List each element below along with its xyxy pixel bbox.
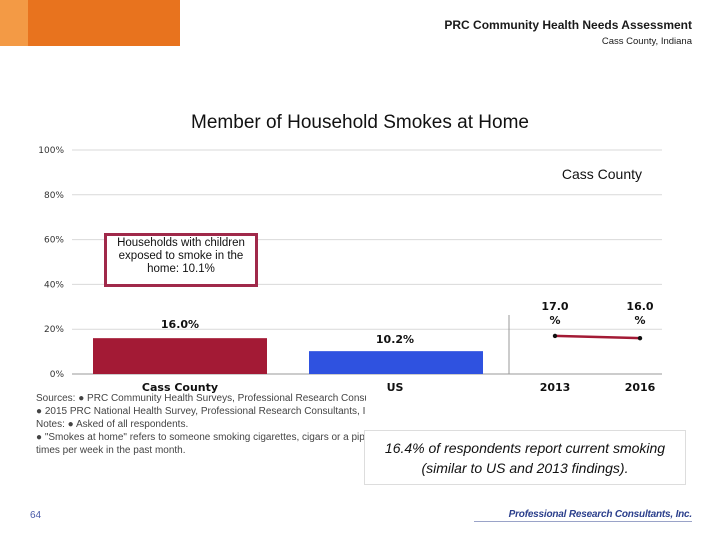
trend-point (552, 333, 558, 339)
y-tick-label: 80% (44, 191, 64, 201)
bar-us (309, 351, 483, 374)
x-category-label: US (387, 381, 404, 394)
brand-logo-accent (0, 0, 28, 46)
y-tick-label: 0% (50, 370, 65, 380)
trend-line (554, 334, 641, 340)
note-line: Notes: ● Asked of all respondents. (36, 419, 189, 430)
children-exposure-callout: Households with children exposed to smok… (104, 233, 258, 287)
trend-point (637, 335, 643, 341)
trend-data-label: 16.0 (626, 300, 653, 313)
trend-data-label: 17.0 (541, 300, 568, 313)
trend-data-label-unit: % (634, 314, 645, 327)
y-tick-label: 60% (44, 236, 64, 246)
chart-area: 100% 80% 60% 40% 20% 0% 16.0% 10.2% Cass County U… (38, 146, 662, 394)
note-line: ● "Smokes at home" refers to someone smo… (36, 432, 366, 443)
summary-box: 16.4% of respondents report current smok… (364, 430, 686, 485)
bar-data-label: 10.2% (376, 333, 414, 346)
brand-logo-block (0, 0, 180, 46)
bar-data-label: 16.0% (161, 318, 199, 331)
trend-data-label-unit: % (549, 314, 560, 327)
trend-x-label: 2016 (625, 381, 656, 394)
y-tick-label: 20% (44, 325, 64, 335)
trend-series-label: Cass County (561, 166, 642, 182)
y-tick-label: 40% (44, 280, 64, 290)
header-title: PRC Community Health Needs Assessment (444, 18, 692, 32)
x-category-label: Cass County (142, 381, 218, 394)
footer-company-logo: Professional Research Consultants, Inc. (508, 509, 693, 520)
source-line: Sources: ● PRC Community Health Surveys,… (36, 393, 366, 404)
header-subtitle: Cass County, Indiana (601, 36, 692, 47)
source-line: ● 2015 PRC National Health Survey, Profe… (36, 406, 366, 417)
trend-x-label: 2013 (540, 381, 571, 394)
y-tick-label: 100% (38, 146, 64, 156)
bar-cass-county (93, 338, 267, 374)
chart-title: Member of Household Smokes at Home (191, 112, 529, 133)
page-number: 64 (30, 510, 42, 521)
sources-notes: Sources: ● PRC Community Health Surveys,… (36, 392, 366, 457)
note-line: times per week in the past month. (36, 445, 186, 456)
footer-rule (474, 521, 692, 522)
